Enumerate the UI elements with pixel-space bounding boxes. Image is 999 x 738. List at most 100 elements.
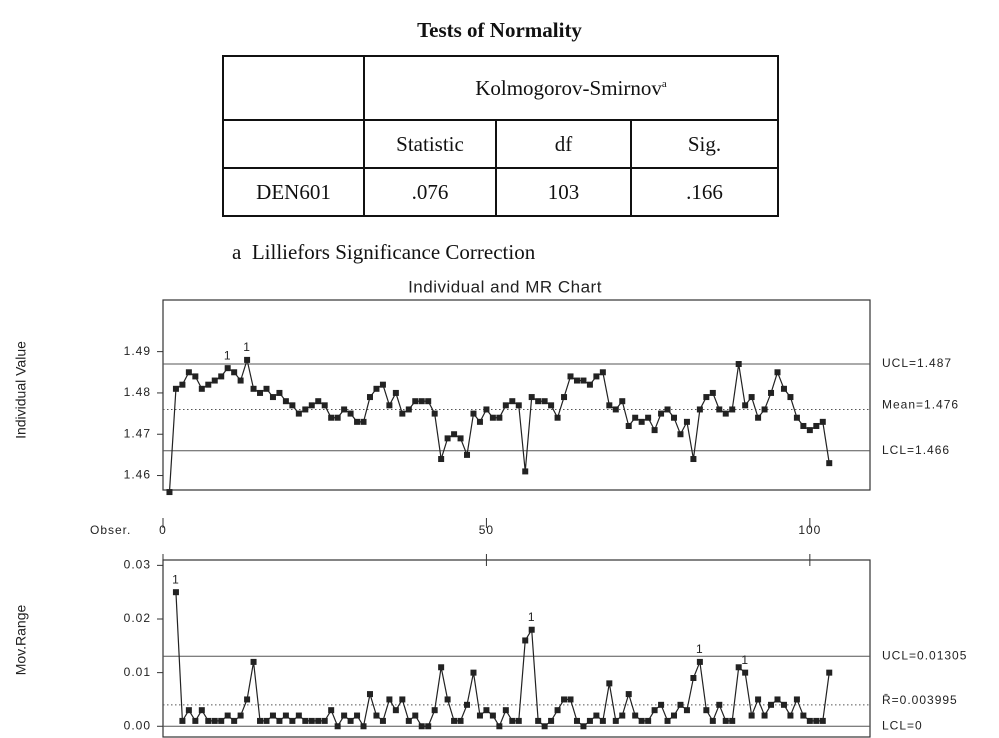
data-point <box>315 717 322 724</box>
x-axis-title: Obser. <box>90 523 131 537</box>
data-point <box>224 365 231 372</box>
data-point <box>451 717 458 724</box>
data-point <box>548 717 555 724</box>
data-point <box>619 398 626 405</box>
column-header: df <box>495 119 632 169</box>
data-point <box>683 418 690 425</box>
data-point <box>386 402 393 409</box>
data-point <box>321 717 328 724</box>
data-point <box>308 717 315 724</box>
data-point <box>638 717 645 724</box>
group-header-text: Kolmogorov-Smirnov <box>475 75 662 100</box>
data-point <box>709 389 716 396</box>
data-line <box>168 357 830 493</box>
data-point <box>289 402 296 409</box>
data-point <box>295 410 302 417</box>
data-point <box>392 389 399 396</box>
note-mark: a <box>661 77 667 90</box>
data-point <box>179 717 186 724</box>
data-point <box>218 373 225 380</box>
data-point <box>470 410 477 417</box>
data-point <box>528 626 535 633</box>
data-point <box>244 696 251 703</box>
data-point <box>722 410 729 417</box>
y-axis-title: Mov.Range <box>13 605 29 676</box>
data-point <box>334 723 341 730</box>
data-point <box>761 406 768 413</box>
data-point <box>696 658 703 665</box>
data-point <box>418 398 425 405</box>
data-point <box>341 406 348 413</box>
data-point <box>399 696 406 703</box>
data-point <box>489 414 496 421</box>
data-point <box>573 377 580 384</box>
empty-cell <box>222 119 365 169</box>
cell: .166 <box>630 167 779 217</box>
data-point <box>192 373 199 380</box>
data-point <box>522 637 529 644</box>
x-tick-label: 50 <box>479 523 494 537</box>
data-point <box>205 717 212 724</box>
data-point <box>392 707 399 714</box>
y-tick-label: 1.46 <box>124 468 151 482</box>
data-point <box>405 406 412 413</box>
data-point <box>755 414 762 421</box>
footnote: a Lilliefors Significance Correction <box>232 240 536 264</box>
data-point <box>444 696 451 703</box>
data-point <box>819 717 826 724</box>
data-point <box>237 712 244 719</box>
data-point <box>457 435 464 442</box>
data-point <box>606 680 613 687</box>
plot-frame <box>162 299 871 491</box>
data-point <box>379 717 386 724</box>
control-line-label: UCL=1.487 <box>882 356 952 370</box>
data-point <box>334 414 341 421</box>
data-point <box>431 410 438 417</box>
data-point <box>224 712 231 719</box>
doc-title: Tests of Normality <box>417 18 582 42</box>
data-point <box>205 381 212 388</box>
data-point <box>257 389 264 396</box>
data-point <box>476 418 483 425</box>
data-point <box>302 406 309 413</box>
data-point <box>813 717 820 724</box>
data-point <box>451 431 458 438</box>
annotation: 1 <box>741 653 749 667</box>
data-point <box>599 717 606 724</box>
data-point <box>742 402 749 409</box>
data-point <box>237 377 244 384</box>
data-point <box>231 717 238 724</box>
plot-frame <box>162 559 871 738</box>
data-point <box>360 418 367 425</box>
data-point <box>580 377 587 384</box>
data-point <box>729 406 736 413</box>
data-point <box>586 717 593 724</box>
data-point <box>476 712 483 719</box>
data-point <box>470 669 477 676</box>
annotation: 1 <box>243 340 251 354</box>
data-point <box>606 402 613 409</box>
control-line-label: LCL=0 <box>882 718 923 732</box>
row-header: DEN601 <box>222 167 365 217</box>
data-point <box>399 410 406 417</box>
cell: 103 <box>495 167 632 217</box>
data-point <box>677 431 684 438</box>
data-point <box>425 398 432 405</box>
data-point <box>793 696 800 703</box>
data-point <box>172 589 179 596</box>
data-point <box>211 717 218 724</box>
data-point <box>683 707 690 714</box>
data-point <box>580 723 587 730</box>
data-point <box>295 712 302 719</box>
data-point <box>599 369 606 376</box>
data-point <box>573 717 580 724</box>
data-point <box>347 717 354 724</box>
data-point <box>366 394 373 401</box>
data-point <box>515 402 522 409</box>
data-point <box>755 696 762 703</box>
data-point <box>671 414 678 421</box>
data-point <box>522 468 529 475</box>
data-point <box>412 712 419 719</box>
data-point <box>658 701 665 708</box>
data-point <box>502 402 509 409</box>
